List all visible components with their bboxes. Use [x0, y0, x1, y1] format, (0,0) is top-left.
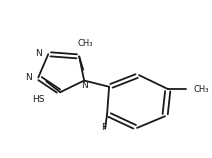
Text: N: N — [26, 73, 32, 82]
Text: CH₃: CH₃ — [194, 85, 209, 94]
Text: HS: HS — [32, 95, 44, 104]
Text: N: N — [81, 81, 88, 90]
Text: F: F — [102, 123, 107, 132]
Text: CH₃: CH₃ — [77, 39, 93, 48]
Text: N: N — [36, 49, 42, 58]
